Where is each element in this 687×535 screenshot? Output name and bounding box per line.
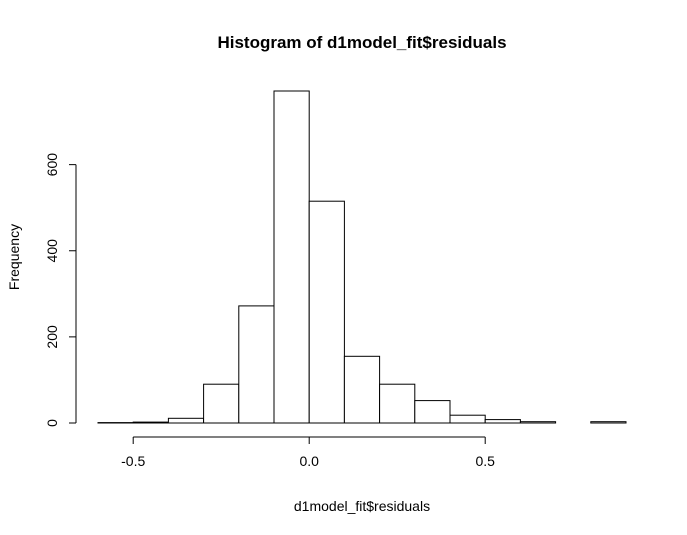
histogram-bars [97, 90, 627, 424]
y-axis: 0 200 400 600 [44, 153, 77, 427]
y-axis-label: Frequency [6, 224, 22, 290]
y-tick-label: 200 [44, 325, 60, 349]
histogram-bar [484, 419, 521, 424]
histogram-bar [343, 355, 381, 424]
chart-title: Histogram of d1model_fit$residuals [217, 33, 506, 52]
x-tick-label: -0.5 [121, 453, 145, 469]
y-tick-label: 0 [44, 419, 60, 427]
histogram-bar [167, 417, 205, 424]
histogram-bar [308, 200, 345, 424]
histogram-bar [132, 421, 169, 424]
histogram-bar [238, 305, 275, 424]
histogram-bar [273, 90, 310, 424]
histogram-bar [519, 421, 557, 424]
histogram-bar [203, 383, 240, 424]
x-axis: -0.5 0.0 0.5 [121, 436, 495, 469]
histogram-bar [379, 383, 416, 424]
x-tick-label: 0.5 [475, 453, 495, 469]
y-tick-label: 400 [44, 239, 60, 263]
histogram-bar [449, 414, 486, 424]
y-tick-label: 600 [44, 153, 60, 177]
histogram-bar [590, 421, 627, 424]
histogram-bar [414, 400, 451, 424]
x-tick-label: 0.0 [299, 453, 319, 469]
x-axis-label: d1model_fit$residuals [294, 498, 430, 514]
